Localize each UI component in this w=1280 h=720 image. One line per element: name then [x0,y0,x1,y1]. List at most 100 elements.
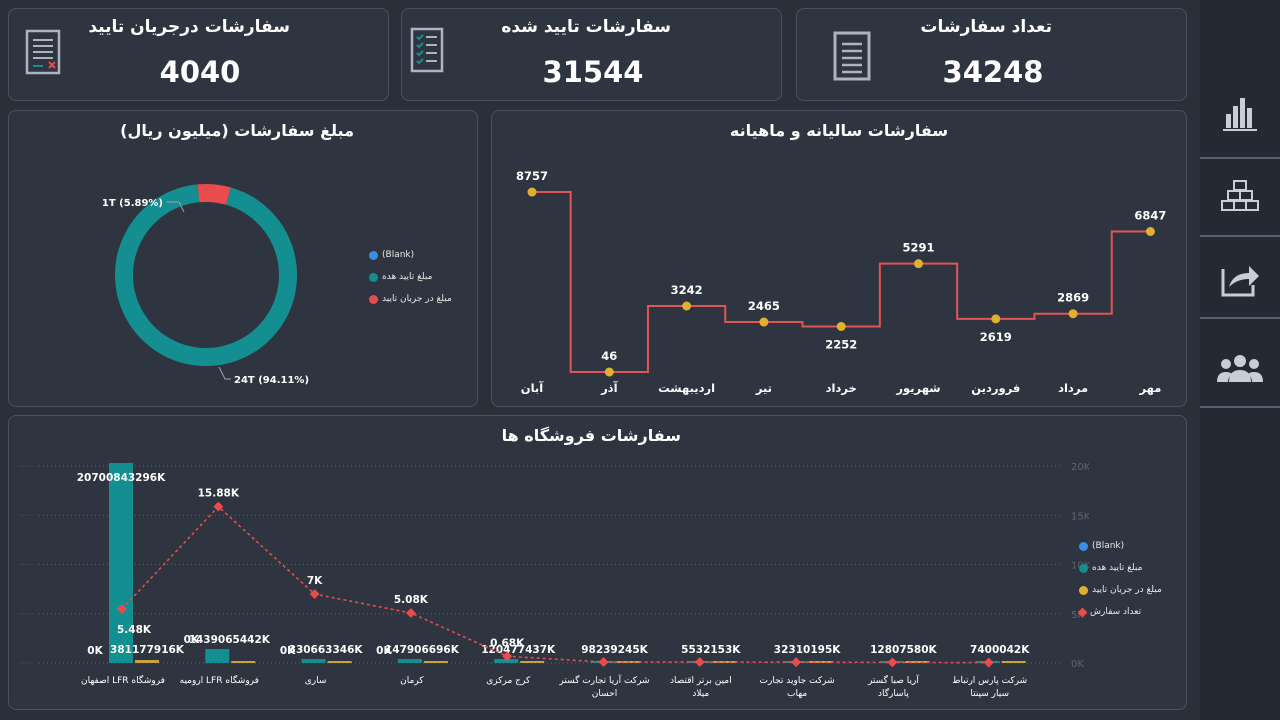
donut-leader-line [218,366,231,380]
bar-pending [1001,661,1026,663]
x-tick-label: احسان [592,689,617,699]
legend-item[interactable]: مبلغ در جریان تایید [369,288,479,310]
monthly-point [1145,226,1155,236]
x-tick-label: فروشگاه LFR اصفهان [81,674,165,686]
monthly-tick-label: شهریور [895,381,940,396]
monthly-tick-label: فروردین [971,381,1020,396]
x-tick-label: آریا صبا گستر [867,674,919,686]
line-data-label: 7K [307,575,323,587]
legend-item[interactable]: تعداد سفارش [1077,601,1179,623]
monthly-tick-label: مرداد [1058,381,1088,395]
monthly-tick-label: مهر [1138,381,1161,395]
monthly-point [682,301,692,311]
monthly-data-label: 46 [601,349,617,363]
bar-data-label: 0K [184,634,200,646]
donut-data-label: 24T (94.11%) [234,375,309,386]
legend-item[interactable]: (Blank) [369,244,479,266]
users-group-icon [1217,355,1263,382]
orders-count-point [694,657,705,667]
kpi-card-total-orders: تعداد سفارشات 34248 [796,8,1187,101]
nav-inventory[interactable] [1200,157,1280,235]
donut-data-label: 1T (5.89%) [102,198,163,209]
bar-data-label: 1439065442K [189,634,271,646]
nav-users[interactable] [1200,330,1280,408]
monthly-tick-label: آذر [600,381,619,395]
line-data-label: 5.08K [394,594,429,606]
x-tick-label: امین برتر اقتصاد [670,676,732,686]
orders-count-point [983,657,994,668]
bar-data-label: 32310195K [774,644,841,656]
legend-label: (Blank) [382,250,415,260]
monthly-data-label: 2619 [980,330,1012,344]
legend-dot [1079,585,1088,595]
bar-data-label: 5532153K [681,644,741,656]
monthly-point [836,321,846,331]
x-tick-label: میلاد [692,689,709,699]
legend-item[interactable]: (Blank) [1079,535,1179,557]
monthly-tick-label: اردیبهشت [658,381,715,395]
legend-item[interactable]: مبلغ تایید هده [1079,557,1179,579]
legend-item[interactable]: مبلغ در جریان تایید [1079,579,1179,601]
nav-separator [1200,406,1280,408]
stores-legend: (Blank) مبلغ تایید هده مبلغ در جریان تای… [1077,535,1179,623]
legend-dot [369,272,378,282]
monthly-data-label: 6847 [1134,208,1166,222]
bar-data-label: 7400042K [970,644,1030,656]
x-tick-label: کرج مرکزی [486,676,531,686]
monthly-point [1068,309,1078,319]
bar-approved [301,659,326,663]
legend-label: مبلغ تایید هده [1092,563,1143,573]
y2-tick-label: 15K [1071,511,1089,522]
line-data-label: 5.48K [117,624,152,636]
legend-label: (Blank) [1092,541,1125,551]
donut-panel: مبلغ سفارشات (میلیون ریال) 1T (5.89%) 24T… [8,110,478,407]
monthly-data-label: 8757 [516,169,548,183]
bar-data-label: 98239245K [581,644,648,656]
legend-dot [1079,541,1088,551]
nav-separator [1200,157,1280,159]
legend-label: مبلغ در جریان تایید [382,294,452,304]
orders-count-line [121,505,989,664]
legend-dot [1079,563,1088,573]
bar-data-label: 0K [376,645,392,657]
bar-approved [397,659,422,663]
x-tick-label: فروشگاه LFR ارومیه [180,674,259,686]
x-tick-label: پاسارگاد [878,687,909,699]
x-tick-label: کرمان [400,676,424,686]
legend-item[interactable]: مبلغ تایید هده [369,266,479,288]
bar-pending [231,661,256,663]
monthly-title: سفارشات سالیانه و ماهیانه [729,121,949,140]
bar-pending [327,661,352,663]
bar-data-label: 381177916K [110,644,185,656]
kpi-card-pending-orders: سفارشات درجریان تایید 4040 [8,8,389,101]
monthly-point [759,317,769,327]
bar-approved [494,659,519,663]
nav-export[interactable] [1200,240,1280,318]
bar-pending [423,661,448,663]
kpi-title: سفارشات درجریان تایید [88,17,290,37]
bar-data-label: 147906696K [385,644,460,656]
legend-dot [1077,607,1088,617]
x-tick-label: ساری [305,676,327,686]
boxes-stack-icon [1221,180,1259,211]
nav-reports[interactable] [1200,75,1280,153]
bar-data-label: 20700843296K [77,472,166,484]
stores-chart: 0K5K10K15K20K20700843296K0K381177916Kفرو… [19,462,1089,699]
x-tick-label: شرکت پارس ارتباط [952,676,1027,686]
legend-dot [369,250,378,260]
monthly-tick-label: تیر [755,381,772,395]
monthly-point [914,259,923,269]
document-list-icon [833,31,871,81]
sidebar [1200,0,1280,720]
legend-dot [369,294,378,304]
monthly-data-label: 2465 [748,299,780,313]
x-tick-label: مهاب [787,689,807,699]
legend-label: مبلغ تایید هده [382,272,433,282]
bar-chart-icon [1223,98,1257,131]
stores-panel: سفارشات فروشگاه ها 0K5K10K15K20K20700843… [8,415,1187,710]
x-tick-label: سیار سپنتا [970,689,1009,699]
kpi-card-approved-orders: سفارشات تایید شده 31544 [401,8,782,101]
monthly-data-label: 5291 [902,241,934,255]
orders-count-point [887,657,898,668]
donut-chart: 1T (5.89%) 24T (94.11%) [102,184,309,386]
